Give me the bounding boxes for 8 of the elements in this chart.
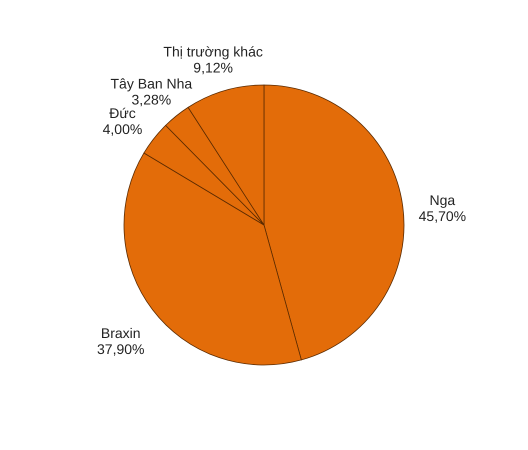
data-label: 45,70%: [418, 208, 466, 224]
data-label: 4,00%: [102, 120, 142, 137]
slice-label: Braxin: [100, 324, 141, 341]
slice-label: Tây Ban Nha: [110, 76, 192, 92]
data-label: 37,90%: [96, 340, 144, 357]
slice-label: Nga: [430, 192, 456, 208]
slice-label: Thị trường khác: [163, 43, 263, 60]
data-label: 9,12%: [193, 59, 233, 76]
